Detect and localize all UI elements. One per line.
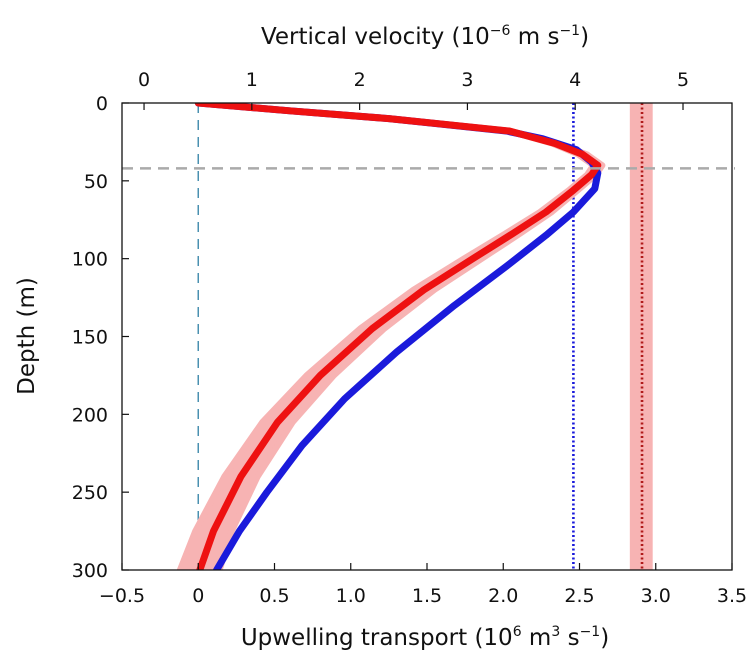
plot-clipped-group — [180, 103, 653, 570]
blue-profile-line — [198, 103, 598, 570]
upwelling-chart: −0.5 0 0.5 1.0 1.5 2.0 2.5 3.0 3.50 1 2 3 4 505010015… — [0, 0, 747, 663]
y-tick-label: 250 — [72, 482, 108, 504]
y-tick-label: 100 — [72, 249, 108, 271]
bottom-tick-label: 2.0 — [488, 585, 518, 607]
bottom-axis-title: Upwelling transport (106 m3 s−1) — [241, 624, 609, 651]
y-tick-label: 150 — [72, 327, 108, 349]
bottom-tick-label: 1.5 — [412, 585, 442, 607]
plot-area — [122, 103, 735, 570]
y-tick-label: 50 — [84, 171, 108, 193]
bottom-tick-label: 3.5 — [717, 585, 747, 607]
bottom-tick-label: 0.5 — [259, 585, 289, 607]
red-uncertainty-band — [180, 103, 603, 570]
y-tick-label: 200 — [72, 404, 108, 426]
bottom-tick-label: 0 — [192, 585, 204, 607]
top-tick-label: 4 — [569, 69, 581, 91]
top-tick-label: 1 — [246, 69, 258, 91]
bottom-tick-label: 3.0 — [641, 585, 671, 607]
top-tick-label: 5 — [677, 69, 689, 91]
bottom-tick-label: 1.0 — [336, 585, 366, 607]
top-tick-label: 2 — [354, 69, 366, 91]
top-tick-label: 3 — [461, 69, 473, 91]
y-tick-label: 0 — [96, 93, 108, 115]
top-tick-label: 0 — [138, 69, 150, 91]
bottom-tick-label: −0.5 — [99, 585, 145, 607]
top-axis-title: Vertical velocity (10−6 m s−1) — [261, 23, 589, 50]
y-tick-label: 300 — [72, 560, 108, 582]
y-axis-title: Depth (m) — [14, 277, 40, 395]
bottom-tick-label: 2.5 — [564, 585, 594, 607]
